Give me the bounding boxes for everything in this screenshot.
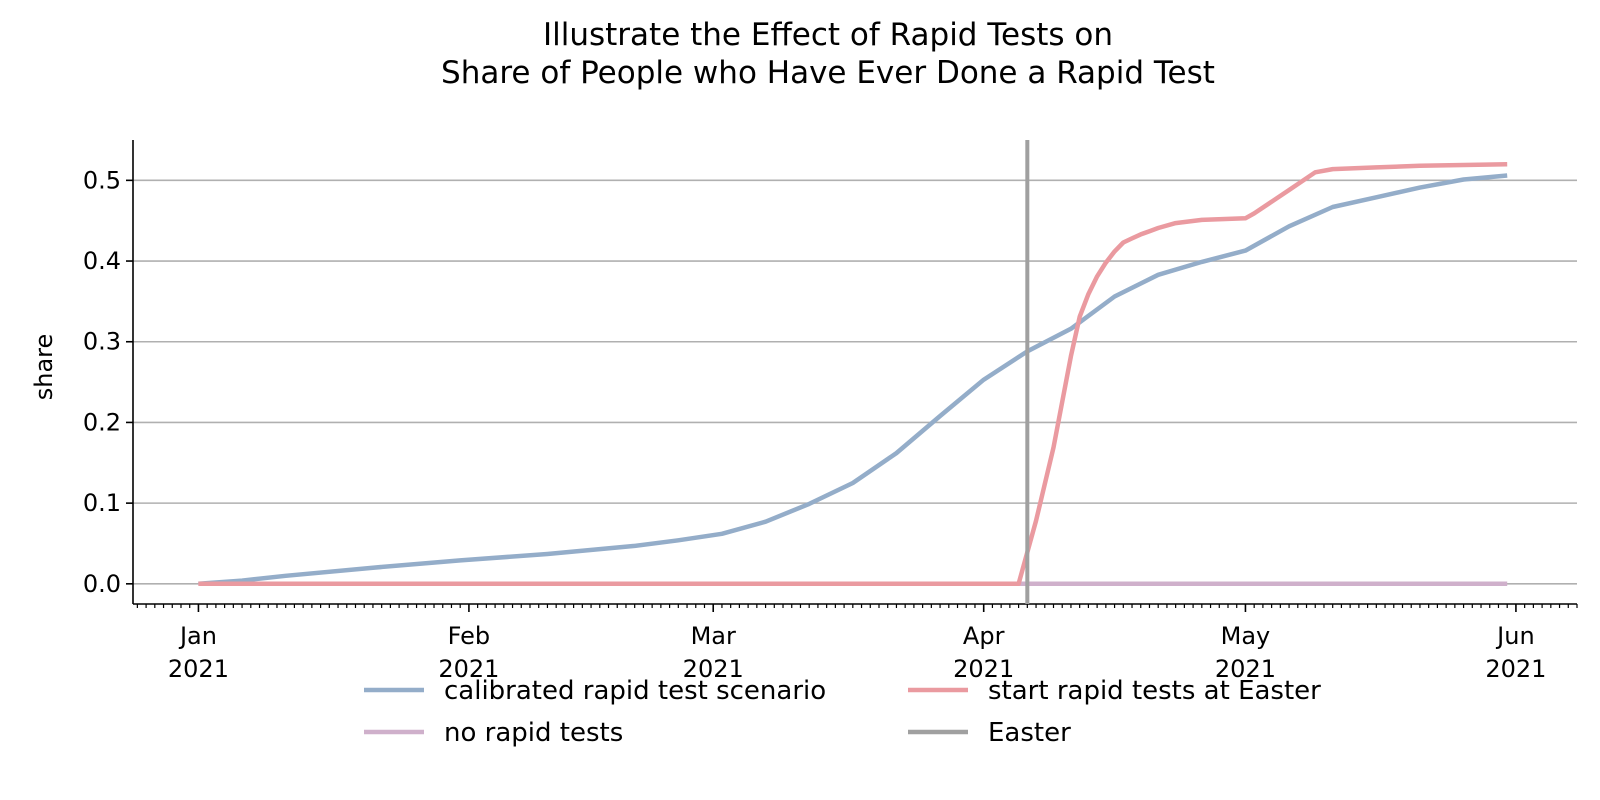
x-tick-label-year: 2021: [1485, 655, 1546, 683]
legend-label: no rapid tests: [444, 718, 623, 748]
y-tick-label: 0.4: [83, 247, 121, 275]
legend-label: start rapid tests at Easter: [988, 676, 1321, 706]
series-line-calibrated-rapid-test-scenario: [198, 173, 1508, 587]
x-tick-label-year: 2021: [168, 655, 229, 683]
legend-label: Easter: [988, 718, 1071, 748]
x-tick-label-year: 2021: [1215, 655, 1276, 683]
chart-title-line-2: Share of People who Have Ever Done a Rap…: [441, 55, 1215, 91]
x-tick-label-year: 2021: [953, 655, 1014, 683]
y-tick-label: 0.2: [83, 408, 121, 436]
x-tick-label-month: Feb: [448, 622, 491, 650]
x-tick-label-month: May: [1221, 622, 1271, 650]
x-tick-label-year: 2021: [683, 655, 744, 683]
x-tick-label-year: 2021: [438, 655, 499, 683]
y-tick-label: 0.3: [83, 328, 121, 356]
x-tick-label-month: Jun: [1495, 622, 1535, 650]
series-line-start-rapid-tests-at-easter: [198, 161, 1508, 587]
x-tick-label-month: Mar: [691, 622, 736, 650]
y-tick-label: 0.1: [83, 489, 121, 517]
chart-title-line-1: Illustrate the Effect of Rapid Tests on: [543, 17, 1113, 53]
y-tick-label: 0.5: [83, 166, 121, 194]
x-tick-label-month: Jan: [178, 622, 217, 650]
legend-label: calibrated rapid test scenario: [444, 676, 826, 706]
y-tick-label: 0.0: [83, 570, 121, 598]
y-axis-label: share: [30, 334, 58, 401]
x-tick-label-month: Apr: [963, 622, 1005, 650]
